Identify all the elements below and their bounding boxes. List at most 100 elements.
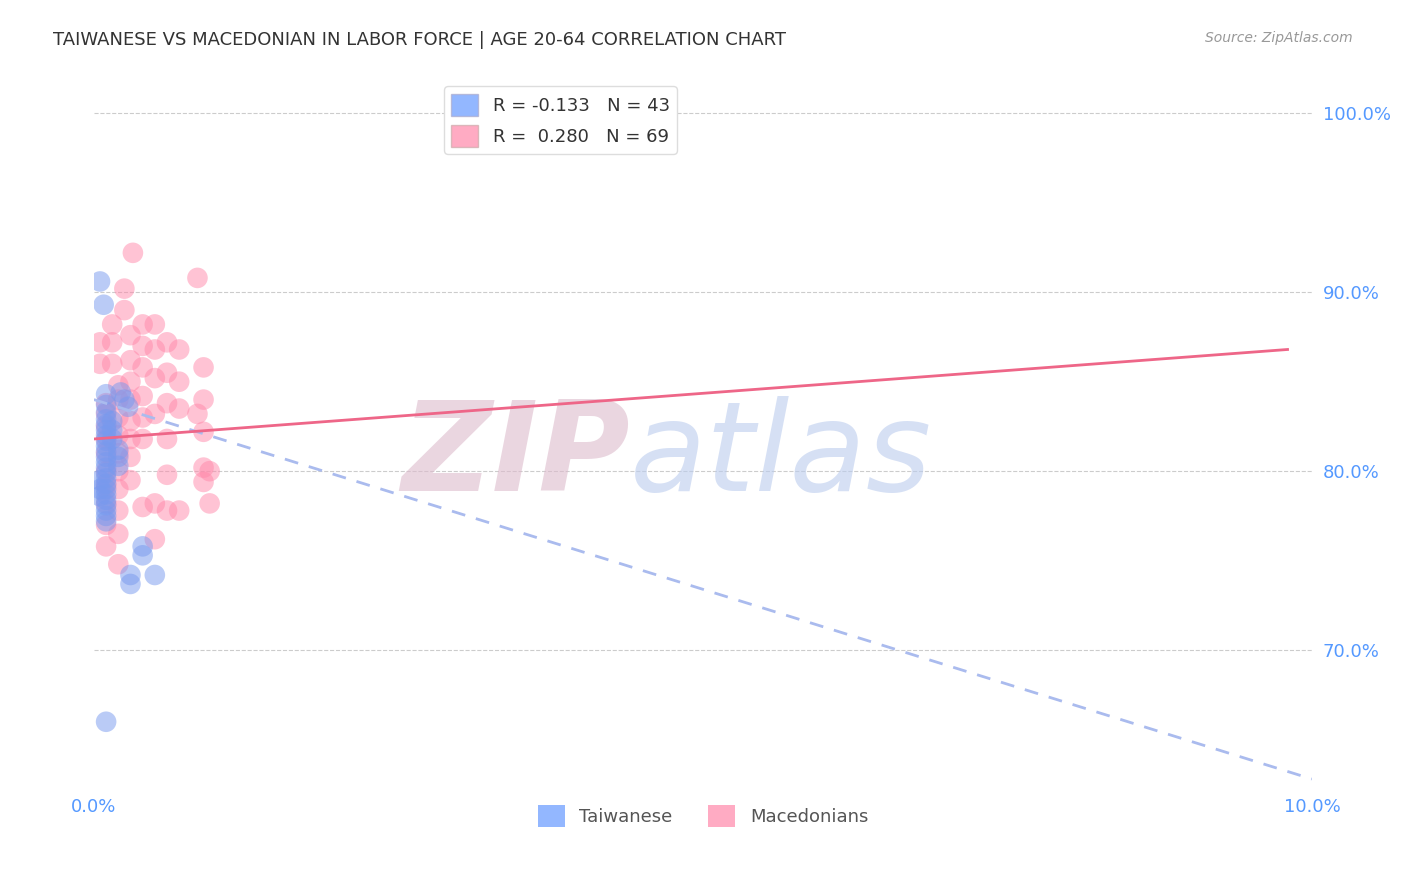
Point: [198, 464, 221, 478]
Point: [120, 450, 142, 464]
Point: [94, 714, 117, 729]
Point: [167, 503, 190, 517]
Point: [193, 425, 215, 439]
Point: [101, 335, 124, 350]
Point: [143, 343, 166, 357]
Point: [120, 414, 142, 428]
Point: [143, 496, 166, 510]
Point: [143, 568, 166, 582]
Point: [131, 410, 153, 425]
Point: [120, 568, 142, 582]
Point: [122, 245, 145, 260]
Point: [94, 412, 117, 426]
Point: [94, 517, 117, 532]
Point: [94, 405, 117, 419]
Point: [94, 487, 117, 501]
Point: [112, 303, 135, 318]
Text: atlas: atlas: [630, 396, 932, 517]
Point: [94, 466, 117, 480]
Point: [117, 400, 139, 414]
Point: [94, 417, 117, 432]
Text: TAIWANESE VS MACEDONIAN IN LABOR FORCE | AGE 20-64 CORRELATION CHART: TAIWANESE VS MACEDONIAN IN LABOR FORCE |…: [53, 31, 786, 49]
Point: [156, 467, 179, 482]
Point: [120, 577, 142, 591]
Point: [89, 473, 111, 487]
Point: [186, 271, 208, 285]
Point: [94, 432, 117, 446]
Text: Source: ZipAtlas.com: Source: ZipAtlas.com: [1205, 31, 1353, 45]
Point: [120, 353, 142, 368]
Point: [193, 475, 215, 489]
Point: [131, 389, 153, 403]
Point: [107, 378, 129, 392]
Point: [89, 482, 111, 496]
Point: [94, 464, 117, 478]
Point: [131, 540, 153, 554]
Point: [94, 398, 117, 412]
Point: [107, 558, 129, 572]
Point: [94, 496, 117, 510]
Point: [143, 532, 166, 546]
Point: [120, 375, 142, 389]
Point: [94, 387, 117, 401]
Point: [94, 540, 117, 554]
Point: [94, 503, 117, 517]
Point: [94, 508, 117, 523]
Point: [120, 392, 142, 407]
Point: [107, 526, 129, 541]
Point: [143, 371, 166, 385]
Point: [156, 366, 179, 380]
Text: ZIP: ZIP: [401, 396, 630, 517]
Point: [94, 498, 117, 512]
Point: [107, 464, 129, 478]
Point: [120, 328, 142, 343]
Point: [94, 434, 117, 448]
Point: [94, 428, 117, 442]
Point: [89, 357, 111, 371]
Point: [94, 476, 117, 491]
Point: [101, 318, 124, 332]
Point: [101, 414, 124, 428]
Point: [107, 410, 129, 425]
Point: [186, 407, 208, 421]
Point: [94, 482, 117, 496]
Point: [94, 439, 117, 453]
Point: [107, 428, 129, 442]
Point: [167, 401, 190, 416]
Point: [193, 360, 215, 375]
Point: [94, 450, 117, 464]
Point: [143, 318, 166, 332]
Point: [167, 375, 190, 389]
Point: [89, 275, 111, 289]
Point: [89, 489, 111, 503]
Point: [193, 392, 215, 407]
Point: [107, 458, 129, 473]
Point: [107, 392, 129, 407]
Point: [156, 335, 179, 350]
Point: [94, 514, 117, 528]
Point: [131, 339, 153, 353]
Point: [156, 396, 179, 410]
Point: [94, 471, 117, 485]
Point: [94, 419, 117, 434]
Point: [101, 432, 124, 446]
Point: [131, 360, 153, 375]
Point: [107, 442, 129, 457]
Point: [94, 444, 117, 458]
Point: [94, 478, 117, 492]
Point: [107, 450, 129, 464]
Point: [94, 460, 117, 475]
Point: [131, 549, 153, 563]
Point: [94, 423, 117, 437]
Point: [131, 500, 153, 514]
Point: [94, 396, 117, 410]
Point: [94, 455, 117, 469]
Point: [112, 392, 135, 407]
Point: [101, 423, 124, 437]
Point: [156, 503, 179, 517]
Point: [193, 460, 215, 475]
Point: [120, 432, 142, 446]
Point: [107, 446, 129, 460]
Point: [131, 318, 153, 332]
Point: [131, 432, 153, 446]
